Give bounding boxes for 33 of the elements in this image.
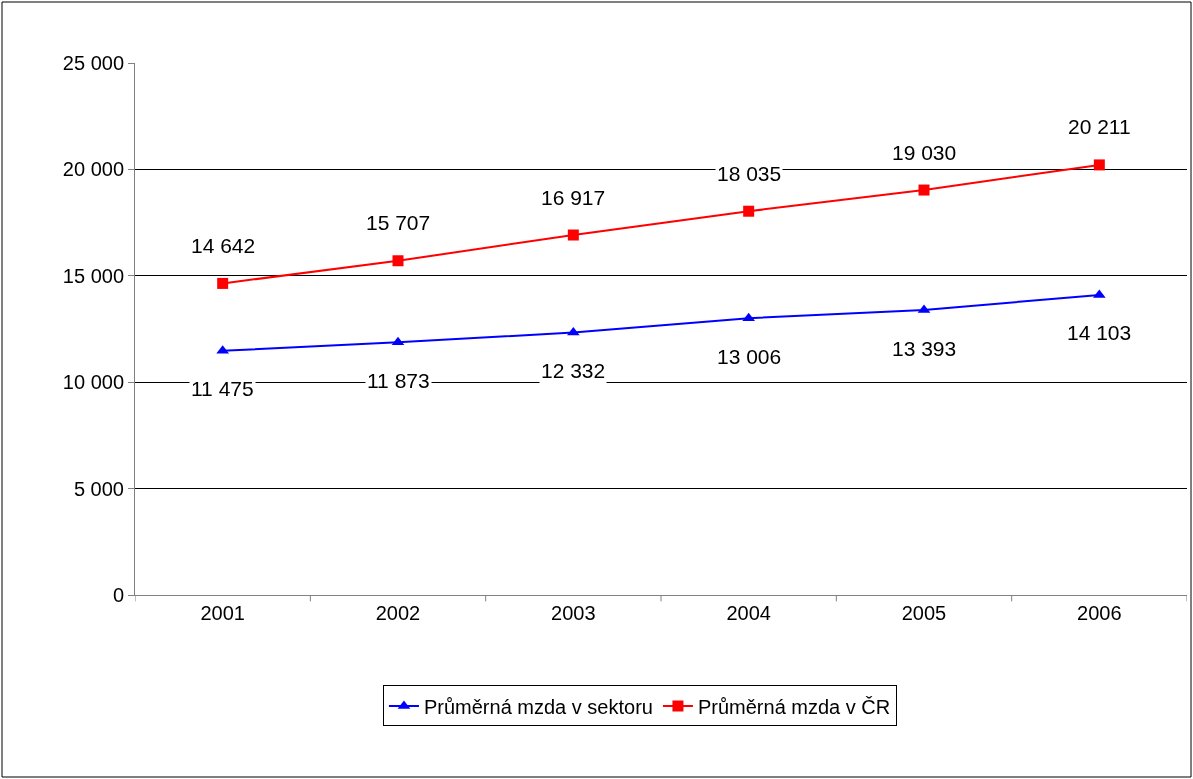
data-label: 11 475	[191, 377, 254, 400]
x-tick-label: 2006	[1077, 602, 1122, 624]
data-label: 14 103	[1067, 321, 1132, 344]
y-tick-label: 10 000	[62, 371, 124, 394]
point	[217, 277, 229, 289]
x-tick-label: 2004	[726, 602, 771, 624]
point	[567, 229, 579, 241]
data-label: 18 035	[717, 162, 782, 185]
data-label: 13 393	[892, 337, 957, 360]
y-tick-label: 5 000	[73, 477, 124, 500]
y-tick-label: 20 000	[62, 158, 124, 181]
data-label: 20 211	[1068, 115, 1131, 138]
y-tick-label: 15 000	[62, 264, 124, 287]
x-tick-label: 2003	[551, 602, 596, 624]
data-label: 16 917	[541, 186, 606, 209]
point	[918, 184, 930, 196]
point	[1093, 159, 1105, 171]
data-label: 19 030	[892, 141, 957, 164]
x-tick-label: 2002	[375, 602, 421, 624]
legend-label: Průměrná mzda v sektoru	[423, 695, 653, 718]
y-tick-label: 0	[112, 584, 124, 606]
point	[743, 205, 755, 217]
data-label: 14 642	[191, 234, 256, 257]
x-tick-label: 2001	[200, 602, 245, 624]
y-tick-label: 25 000	[62, 52, 124, 74]
x-tick-label: 2005	[901, 602, 947, 624]
legend-label: Průměrná mzda v ČR	[697, 695, 891, 718]
point	[391, 336, 405, 346]
data-label: 15 707	[366, 211, 431, 234]
point	[392, 255, 404, 267]
data-label: 11 873	[367, 369, 430, 392]
data-label: 12 332	[541, 359, 606, 382]
data-label: 13 006	[717, 345, 782, 368]
